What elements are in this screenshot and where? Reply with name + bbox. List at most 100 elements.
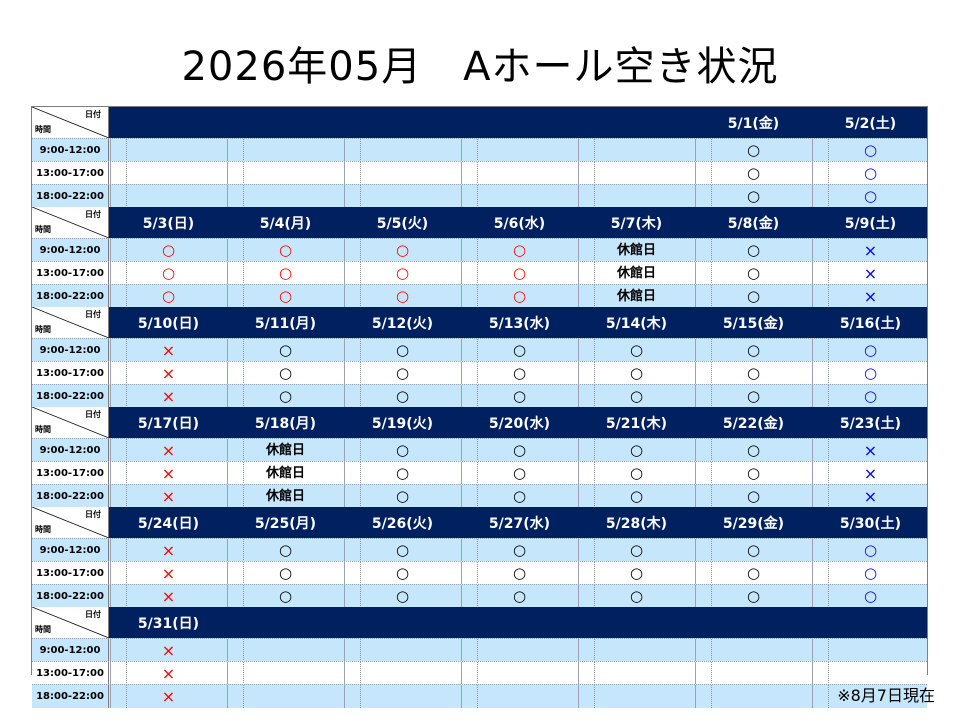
day-header: 5/26(火) <box>371 515 434 532</box>
column-subdivider <box>126 539 127 562</box>
column-subdivider <box>126 162 127 185</box>
available-mark: ○ <box>395 287 410 305</box>
day-header: 5/16(土) <box>839 315 902 332</box>
availability-cell: ○ <box>344 439 461 462</box>
availability-cell: ○ <box>461 485 578 508</box>
column-divider <box>227 685 228 708</box>
available-mark: ○ <box>863 587 878 605</box>
column-divider <box>110 239 111 262</box>
column-subdivider <box>126 685 127 708</box>
time-slot-row: 18:00-22:00 × ○ ○ ○ ○ ○ ○ <box>32 384 927 408</box>
column-divider <box>227 562 228 585</box>
time-slot-label: 18:00-22:00 <box>32 485 109 508</box>
available-mark: ○ <box>278 587 293 605</box>
available-mark: ○ <box>512 441 527 459</box>
available-mark: ○ <box>512 387 527 405</box>
day-header: 5/2(土) <box>844 115 897 132</box>
corner-time-label: 時間 <box>35 225 51 234</box>
column-subdivider <box>711 439 712 462</box>
corner-date-label: 日付 <box>85 610 101 619</box>
column-divider <box>344 239 345 262</box>
column-subdivider <box>594 539 595 562</box>
column-divider <box>812 439 813 462</box>
booked-mark: × <box>161 487 176 506</box>
as-of-note: ※8月7日現在 <box>837 686 935 705</box>
column-subdivider <box>477 162 478 185</box>
column-subdivider <box>360 162 361 185</box>
column-divider <box>578 339 579 362</box>
day-header: 5/1(金) <box>727 115 780 132</box>
column-divider <box>578 539 579 562</box>
column-divider <box>812 685 813 708</box>
column-divider <box>695 585 696 608</box>
day-header: 5/4(月) <box>259 215 312 232</box>
column-divider <box>227 139 228 162</box>
availability-cell <box>578 185 695 208</box>
availability-cell: ○ <box>695 462 812 485</box>
column-subdivider <box>243 185 244 208</box>
corner-header: 日付 時間 <box>32 107 109 138</box>
column-divider <box>695 439 696 462</box>
column-subdivider <box>828 462 829 485</box>
availability-cell: ○ <box>227 562 344 585</box>
column-subdivider <box>126 485 127 508</box>
available-mark: ○ <box>746 241 761 259</box>
column-divider <box>461 139 462 162</box>
column-divider <box>110 439 111 462</box>
closed-label: 休館日 <box>616 266 656 281</box>
column-divider <box>578 662 579 685</box>
available-mark: ○ <box>512 587 527 605</box>
column-divider <box>227 439 228 462</box>
availability-cell: ○ <box>812 362 929 385</box>
booked-mark: × <box>161 387 176 406</box>
time-slot-label: 9:00-12:00 <box>32 639 109 662</box>
column-subdivider <box>711 162 712 185</box>
availability-cell <box>461 685 578 708</box>
column-divider <box>695 562 696 585</box>
column-subdivider <box>477 239 478 262</box>
day-header: 5/20(水) <box>488 415 551 432</box>
column-subdivider <box>594 585 595 608</box>
column-subdivider <box>360 539 361 562</box>
day-header: 5/25(月) <box>254 515 317 532</box>
availability-cell: × <box>110 439 227 462</box>
column-subdivider <box>126 385 127 408</box>
column-divider <box>110 285 111 308</box>
day-header <box>227 107 344 138</box>
column-subdivider <box>594 662 595 685</box>
day-header: 5/19(火) <box>371 415 434 432</box>
corner-date-label: 日付 <box>85 210 101 219</box>
available-mark: ○ <box>746 564 761 582</box>
availability-cell: ○ <box>812 185 929 208</box>
day-header <box>110 107 227 138</box>
column-divider <box>578 162 579 185</box>
day-header: 5/3(日) <box>142 215 195 232</box>
available-mark: ○ <box>746 341 761 359</box>
column-divider <box>227 485 228 508</box>
time-slot-label: 18:00-22:00 <box>32 585 109 608</box>
column-divider <box>461 639 462 662</box>
availability-cell <box>110 162 227 185</box>
available-mark: ○ <box>512 541 527 559</box>
availability-cell <box>578 685 695 708</box>
column-divider <box>695 239 696 262</box>
time-slot-row: 13:00-17:00 ○ ○ <box>32 161 927 185</box>
day-header: 5/10(日) <box>137 315 200 332</box>
day-header <box>227 607 344 638</box>
time-slot-row: 13:00-17:00 × 休館日 ○ ○ ○ ○ × <box>32 461 927 485</box>
page-title: 2026年05月 Aホール空き状況 <box>181 44 779 90</box>
day-header: 5/11(月) <box>254 315 317 332</box>
column-subdivider <box>477 139 478 162</box>
availability-cell: × <box>812 285 929 308</box>
available-mark: ○ <box>512 364 527 382</box>
available-mark: ○ <box>746 487 761 505</box>
available-mark: ○ <box>746 441 761 459</box>
day-header: 5/14(木) <box>605 315 668 332</box>
column-subdivider <box>243 285 244 308</box>
availability-cell: ○ <box>578 485 695 508</box>
available-mark: ○ <box>395 341 410 359</box>
column-divider <box>578 639 579 662</box>
column-subdivider <box>477 485 478 508</box>
time-slot-label: 13:00-17:00 <box>32 262 109 285</box>
column-divider <box>344 262 345 285</box>
